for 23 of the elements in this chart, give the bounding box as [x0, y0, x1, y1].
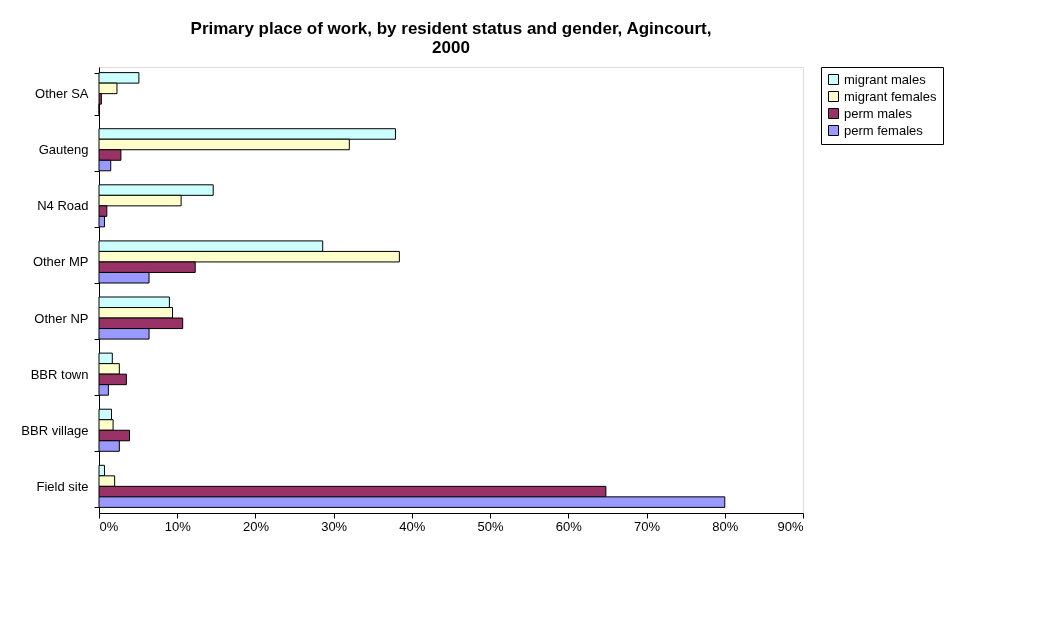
y-tick-label: Other MP [32, 254, 89, 270]
y-tick-label: Other NP [34, 310, 89, 326]
y-tick-label: BBR town [30, 366, 89, 382]
x-tick-label: 70% [634, 518, 661, 534]
y-tick-label: BBR village [21, 422, 89, 438]
chart-title: Primary place of work, by resident status and gender, Agincourt, 2000 [190, 19, 712, 57]
y-tick-label: Gauteng [38, 142, 89, 158]
x-tick-label: 0% [99, 518, 119, 534]
legend-label: migrant females [844, 88, 937, 104]
x-tick-label: 10% [164, 518, 192, 534]
y-tick-label: Other SA [35, 86, 89, 102]
x-tick-label: 80% [712, 518, 739, 534]
x-tick-label: 60% [555, 518, 583, 534]
legend-label: migrant males [844, 71, 927, 87]
x-tick-label: 30% [321, 518, 348, 534]
x-tick-label: 40% [399, 518, 426, 534]
y-tick-label: N4 Road [37, 198, 89, 214]
legend-label: perm males [844, 105, 913, 121]
x-tick-label: 90% [777, 518, 804, 534]
legend-label: perm females [844, 122, 924, 138]
x-tick-label: 20% [242, 518, 270, 534]
y-tick-label: Field site [36, 478, 89, 494]
x-tick-label: 50% [477, 518, 505, 534]
